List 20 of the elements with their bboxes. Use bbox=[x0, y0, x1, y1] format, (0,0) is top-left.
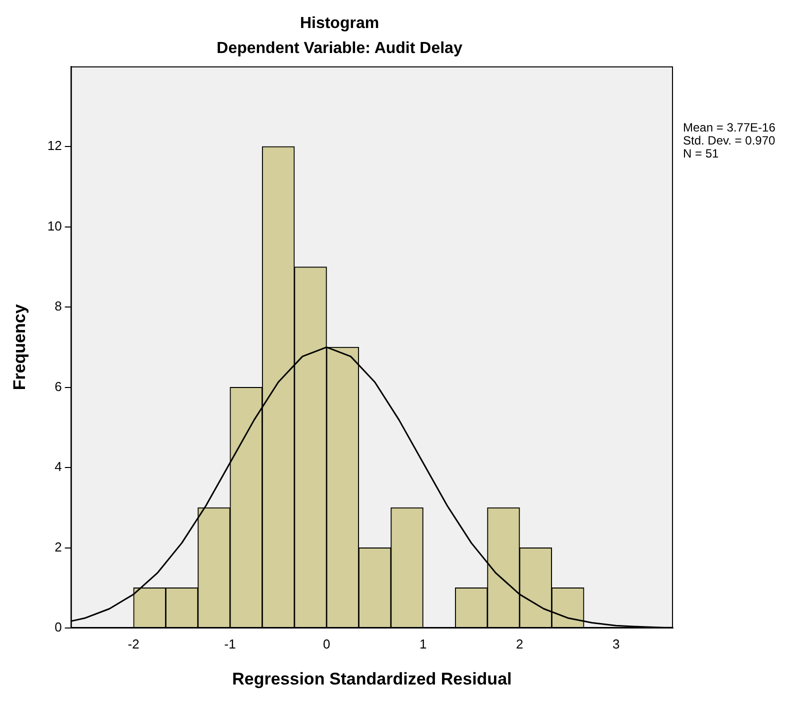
chart-subtitle: Dependent Variable: Audit Delay bbox=[216, 40, 462, 58]
y-tick-label: 8 bbox=[54, 298, 62, 314]
x-tick-label: 3 bbox=[612, 636, 620, 652]
y-tick-label: 0 bbox=[54, 620, 62, 635]
chart-title: Histogram bbox=[300, 15, 380, 32]
y-axis-title: Frequency bbox=[10, 304, 29, 390]
x-tick-label: -2 bbox=[128, 636, 140, 652]
y-tick-label: 6 bbox=[54, 378, 62, 394]
x-tick-label: -1 bbox=[224, 636, 236, 652]
x-tick-label: 1 bbox=[419, 636, 427, 652]
y-tick-label: 4 bbox=[54, 459, 62, 474]
x-tick-label: 2 bbox=[516, 636, 524, 652]
y-tick-label: 12 bbox=[47, 138, 62, 154]
text: N = 51 bbox=[683, 146, 720, 161]
text: Mean = 3.77E-16 bbox=[683, 120, 776, 135]
text: Std. Dev. = 0.970 bbox=[683, 134, 776, 148]
y-tick-label: 2 bbox=[54, 539, 62, 554]
x-tick-label: 0 bbox=[322, 636, 330, 652]
y-tick-label: 10 bbox=[47, 218, 62, 234]
x-axis-title: Regression Standardized Residual bbox=[232, 669, 512, 688]
